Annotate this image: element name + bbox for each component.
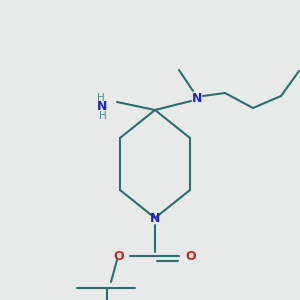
Text: O: O xyxy=(113,250,124,262)
Text: N: N xyxy=(192,92,202,104)
Text: O: O xyxy=(185,250,196,262)
Text: N: N xyxy=(150,212,160,224)
Text: H: H xyxy=(99,111,107,121)
Text: H: H xyxy=(97,93,105,103)
Text: N: N xyxy=(97,100,107,113)
